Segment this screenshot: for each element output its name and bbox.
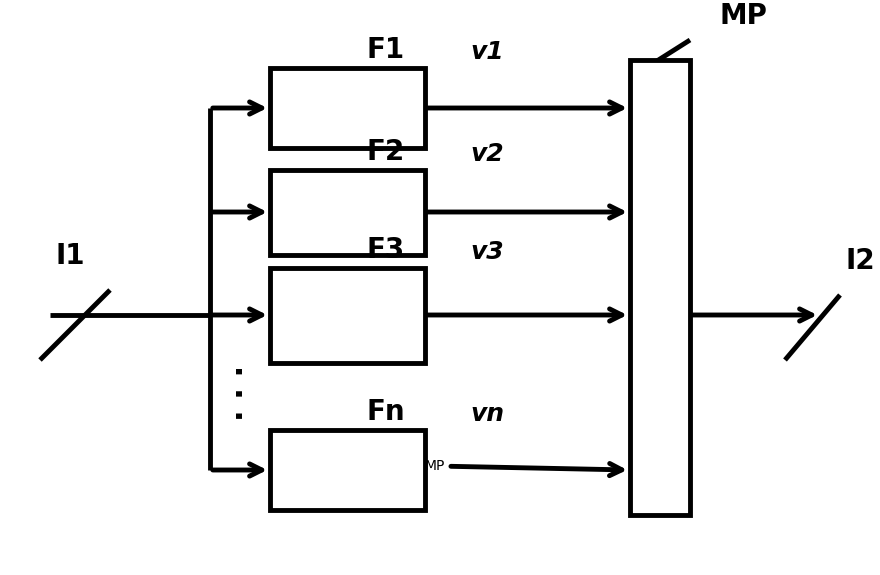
Text: Fn: Fn — [366, 398, 405, 426]
Text: F3: F3 — [366, 236, 404, 264]
Text: F1: F1 — [366, 36, 404, 64]
Bar — [270, 430, 425, 510]
Bar — [270, 170, 425, 255]
Text: vn: vn — [470, 402, 504, 426]
Bar — [270, 268, 425, 363]
Text: v3: v3 — [470, 240, 503, 264]
Text: v1: v1 — [470, 40, 503, 64]
Text: I1: I1 — [55, 242, 84, 270]
Text: I2: I2 — [845, 247, 875, 275]
Text: MP: MP — [425, 459, 622, 476]
Text: MP: MP — [720, 2, 768, 30]
Text: . . .: . . . — [220, 365, 249, 420]
Text: F2: F2 — [366, 138, 404, 166]
Text: v2: v2 — [470, 142, 503, 166]
Bar — [630, 60, 690, 515]
Bar — [270, 68, 425, 148]
